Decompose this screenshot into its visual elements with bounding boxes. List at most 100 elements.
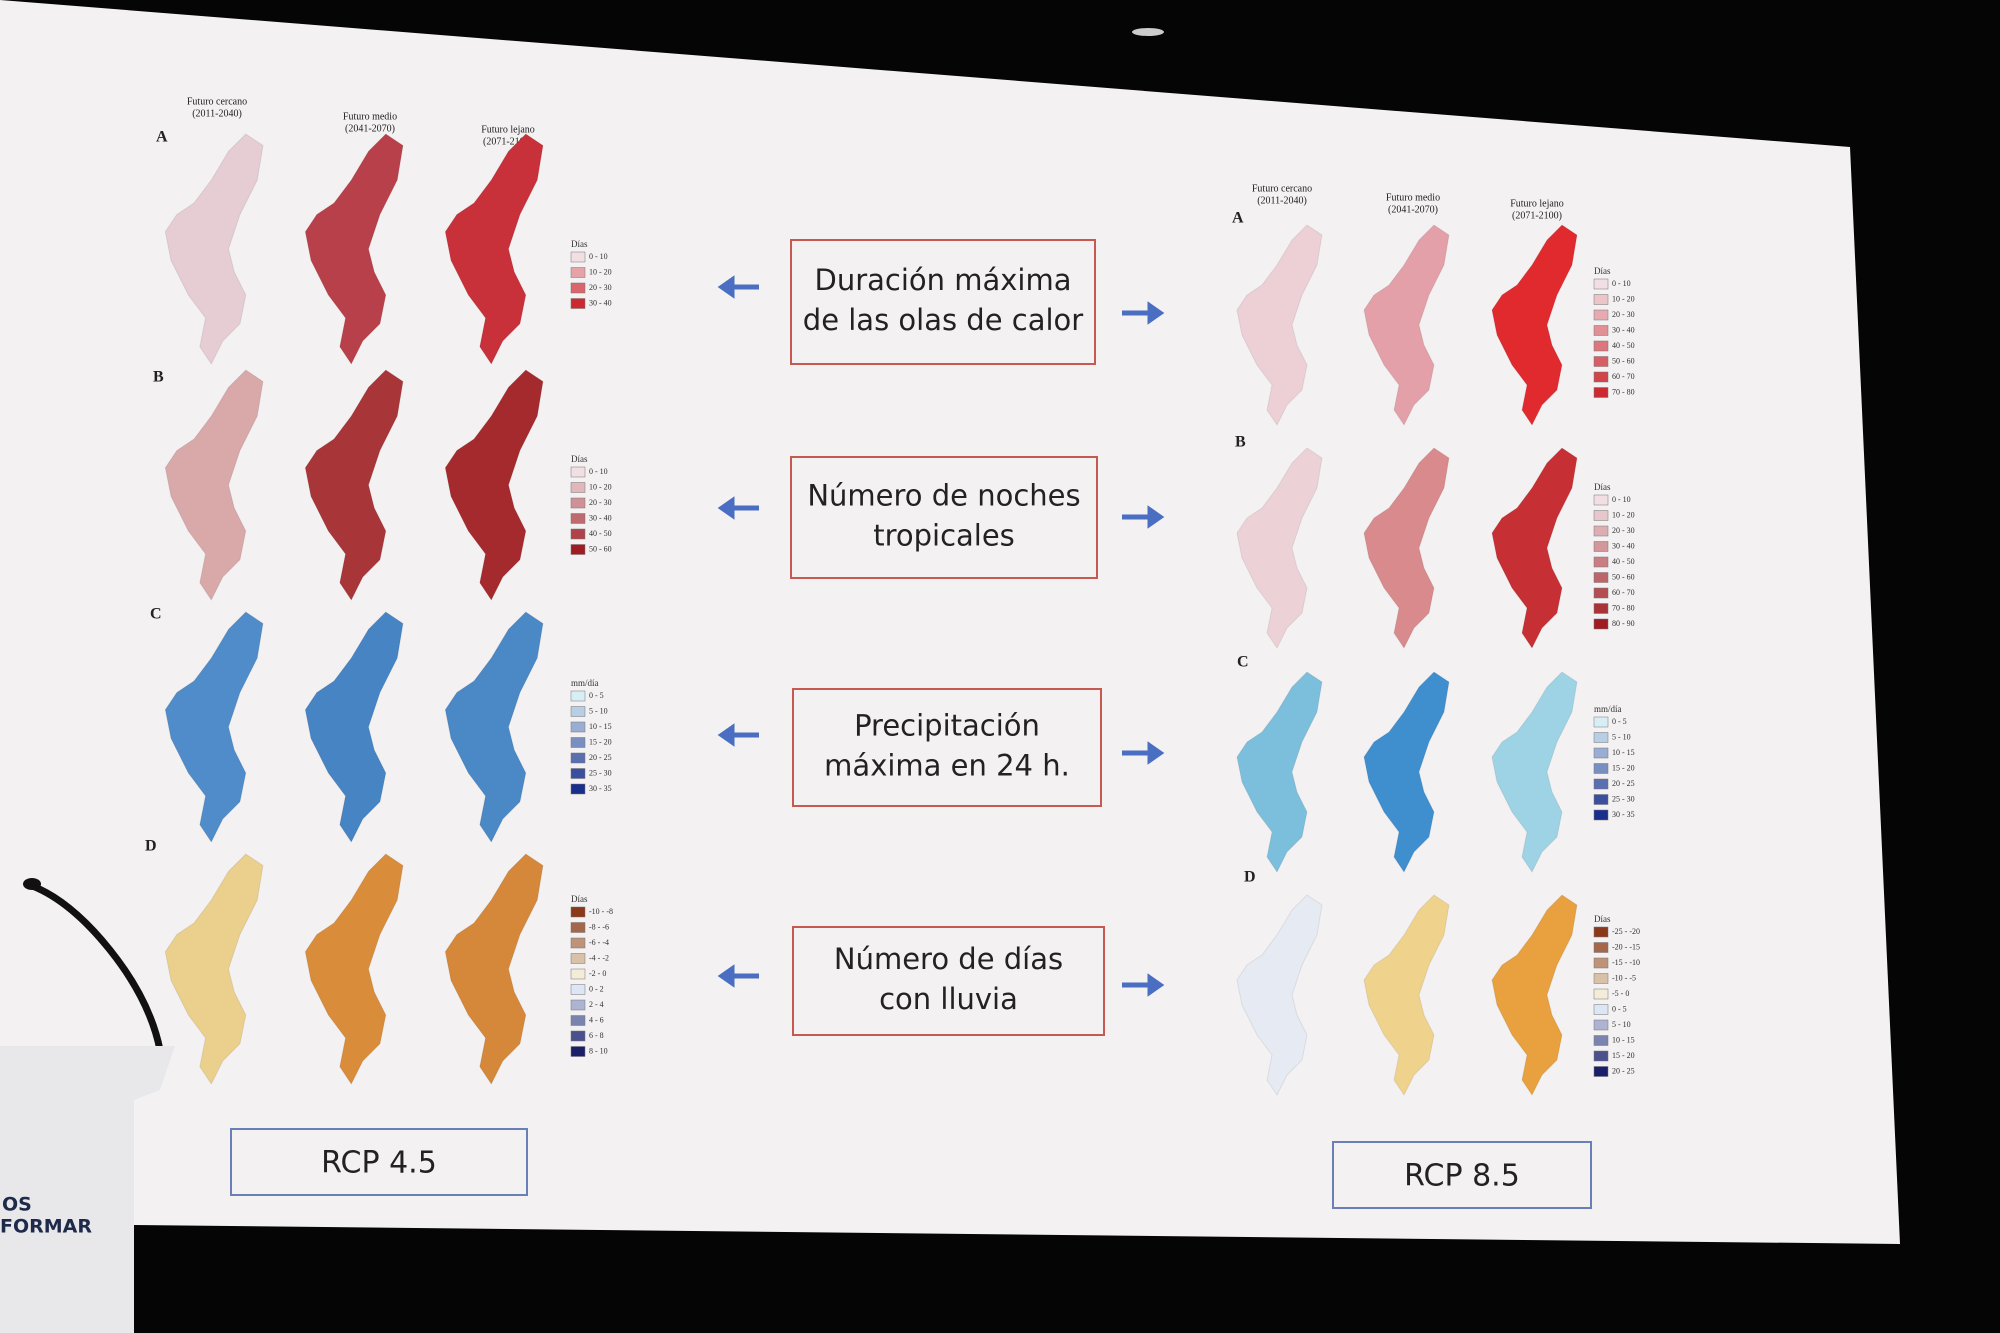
- legend-label: 0 - 10: [1612, 495, 1631, 504]
- podium-label: OS: [2, 1194, 32, 1216]
- podium-label: FORMAR: [0, 1216, 92, 1238]
- region-map: [444, 369, 544, 601]
- legend-label: 20 - 30: [1612, 310, 1635, 319]
- legend-title: Días: [1594, 266, 1611, 276]
- indicator-label: de las olas de calor: [803, 303, 1084, 337]
- legend-label: 30 - 40: [589, 513, 612, 522]
- region-map: [164, 853, 264, 1085]
- legend-swatch: [570, 267, 586, 278]
- legend-label: 0 - 2: [589, 984, 604, 993]
- legend-swatch: [1593, 809, 1609, 821]
- legend-label: 10 - 15: [589, 722, 612, 731]
- legend-swatch: [570, 768, 586, 779]
- legend-swatch: [570, 922, 586, 933]
- legend-swatch: [1593, 957, 1609, 969]
- arrow-right: [1122, 741, 1165, 765]
- legend-label: 6 - 8: [589, 1031, 604, 1040]
- legend-swatch: [1593, 294, 1609, 305]
- arrow-right: [1122, 973, 1165, 997]
- arrow-right: [1122, 505, 1165, 529]
- region-map: [1363, 224, 1450, 426]
- legend-swatch: [1593, 732, 1609, 743]
- microphone-head: [23, 878, 41, 890]
- region-map: [444, 611, 544, 843]
- legend-label: 60 - 70: [1612, 588, 1635, 597]
- legend-swatch: [1593, 556, 1609, 568]
- column-header: (2011-2040): [192, 108, 242, 119]
- legend-swatch: [570, 544, 586, 555]
- legend-label: 25 - 30: [589, 768, 612, 777]
- legend-swatch: [570, 1015, 586, 1026]
- ceiling-light: [1132, 28, 1164, 36]
- indicator-box: [790, 456, 1098, 579]
- legend-swatch: [570, 783, 586, 795]
- region-map: [304, 611, 404, 843]
- legend-label: -5 - 0: [1612, 989, 1629, 998]
- legend-label: 30 - 40: [1612, 325, 1635, 334]
- legend-swatch: [1593, 356, 1609, 367]
- legend-swatch: [1593, 1066, 1609, 1077]
- indicator-label: Número de días: [834, 942, 1063, 976]
- region-map: [1491, 894, 1578, 1096]
- legend-swatch: [570, 953, 586, 964]
- region-map: [1491, 447, 1578, 649]
- legend-swatch: [570, 251, 586, 263]
- legend-label: 0 - 10: [589, 467, 608, 476]
- legend-swatch: [1593, 1019, 1609, 1031]
- legend-label: 30 - 35: [1612, 810, 1635, 819]
- legend-swatch: [570, 1046, 586, 1057]
- legend-swatch: [1593, 1004, 1609, 1015]
- legend-label: 5 - 10: [589, 706, 608, 715]
- legend-swatch: [1593, 942, 1609, 953]
- legend-label: 10 - 20: [1612, 294, 1635, 303]
- legend-swatch: [1593, 587, 1609, 599]
- legend-label: -8 - -6: [589, 922, 609, 931]
- row-label: D: [145, 838, 157, 855]
- legend-label: 10 - 20: [589, 482, 612, 491]
- legend-swatch: [570, 737, 586, 748]
- row-label: A: [1232, 210, 1244, 227]
- legend-swatch: [1593, 778, 1609, 790]
- legend-label: 5 - 10: [1612, 732, 1631, 741]
- legend-label: 0 - 5: [589, 691, 604, 700]
- column-header: Futuro cercano: [1252, 183, 1312, 194]
- region-map: [444, 133, 544, 365]
- legend-label: 50 - 60: [589, 544, 612, 553]
- scenario-box: [1332, 1141, 1592, 1209]
- column-header: Futuro medio: [1386, 192, 1440, 203]
- legend-swatch: [570, 968, 586, 980]
- legend-title: Días: [571, 894, 588, 904]
- row-label: C: [150, 606, 162, 623]
- arrow-left: [717, 723, 759, 747]
- column-header: Futuro lejano: [1510, 198, 1564, 209]
- legend-swatch: [570, 497, 586, 509]
- column-header: (2041-2070): [345, 123, 395, 134]
- legend-label: 8 - 10: [589, 1046, 608, 1055]
- indicator-box: [792, 688, 1102, 807]
- microphone: [28, 881, 164, 1051]
- legend-label: 30 - 40: [1612, 541, 1635, 550]
- legend-label: -15 - -10: [1612, 958, 1640, 967]
- legend-swatch: [1593, 603, 1609, 614]
- region-map: [444, 853, 544, 1085]
- region-map: [304, 133, 404, 365]
- indicator-label: con lluvia: [879, 982, 1018, 1016]
- column-header: (2011-2040): [1257, 195, 1307, 206]
- scenario-label: RCP 8.5: [1404, 1159, 1520, 1194]
- legend-swatch: [1593, 794, 1609, 805]
- row-label: B: [153, 369, 164, 386]
- legend-swatch: [1593, 371, 1609, 383]
- region-map: [164, 369, 264, 601]
- legend-label: 2 - 4: [589, 1000, 604, 1009]
- arrow-left: [717, 964, 759, 988]
- region-map: [1236, 894, 1323, 1096]
- legend-swatch: [570, 282, 586, 294]
- arrow-right: [1122, 301, 1165, 325]
- legend-swatch: [1593, 325, 1609, 336]
- indicator-label: tropicales: [873, 519, 1015, 553]
- legend-swatch: [1593, 973, 1609, 984]
- legend-label: 30 - 35: [589, 784, 612, 793]
- indicator-box: [792, 926, 1105, 1036]
